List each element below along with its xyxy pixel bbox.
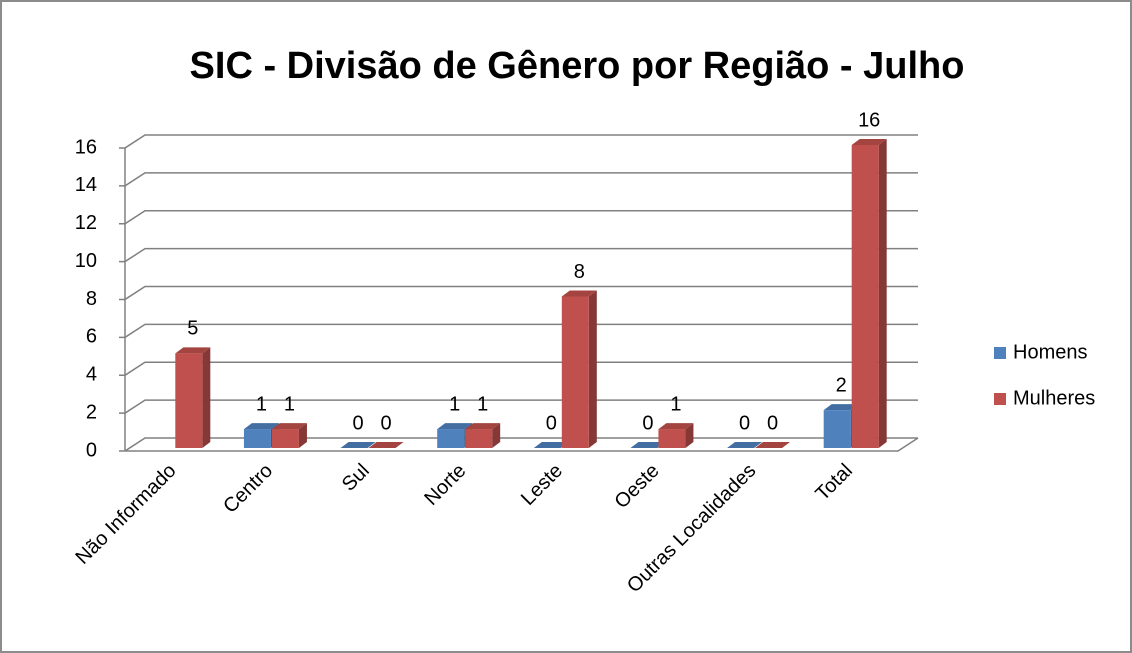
y-tick-label: 8 [86,288,97,310]
grid-line [124,210,918,225]
bar [175,353,203,448]
bar-side [878,139,887,448]
bar-top [755,442,791,448]
bar-top [658,423,694,430]
bar [243,429,271,448]
bar-side [492,423,501,448]
bar [465,429,493,448]
bar-top [851,139,887,145]
data-label: 0 [381,412,392,434]
grid-line [124,247,918,263]
data-label: 5 [187,318,198,340]
data-label: 16 [858,109,880,131]
y-tick-label: 14 [75,174,97,196]
y-tick-label: 2 [86,401,97,423]
y-tick-label: 6 [86,326,97,348]
bar [437,429,465,448]
bar-top [561,290,597,297]
bar [823,410,851,448]
bar-top [465,423,501,430]
grid-line [124,172,918,187]
chart-title: SIC - Divisão de Gênero por Região - Jul… [190,45,965,87]
floor [125,437,919,452]
data-label: 0 [767,412,778,434]
data-label: 0 [353,412,364,434]
bar-side [298,423,307,448]
legend-swatch [994,347,1006,359]
data-label: 1 [670,393,681,415]
grid-line [124,361,918,376]
bar-top [340,442,376,448]
data-label: 0 [546,412,557,434]
legend-swatch [994,393,1006,405]
data-label: 1 [256,393,267,415]
bar-top [368,442,404,448]
data-label: 0 [739,412,750,434]
bar [851,145,879,448]
data-label: 1 [477,393,488,415]
bar-top [823,404,859,411]
bar-side [685,423,694,448]
bar-top [630,442,666,448]
bar-top [243,423,279,430]
grid-line [124,399,918,414]
bar-side [202,347,211,448]
grid-line [124,134,918,149]
y-tick-label: 10 [75,250,97,272]
data-label: 8 [574,261,585,283]
bar-top [175,347,211,354]
grid-line [124,323,918,339]
y-tick-label: 12 [75,212,97,234]
bar-top [727,442,763,448]
bar-side [588,290,597,448]
bar [271,429,299,448]
bar-top [533,442,569,448]
data-label: 1 [449,393,460,415]
bar [658,429,686,448]
y-tick-label: 0 [86,439,97,461]
bar-top [271,423,307,430]
data-label: 2 [836,374,847,396]
bar-top [437,423,473,430]
bar [561,296,589,448]
legend-label: Homens [1013,341,1087,363]
data-label: 0 [642,412,653,434]
data-label: 1 [284,393,295,415]
y-tick-label: 16 [75,136,97,158]
grid-line [124,285,918,301]
legend-label: Mulheres [1013,387,1095,409]
y-tick-label: 4 [86,364,97,386]
